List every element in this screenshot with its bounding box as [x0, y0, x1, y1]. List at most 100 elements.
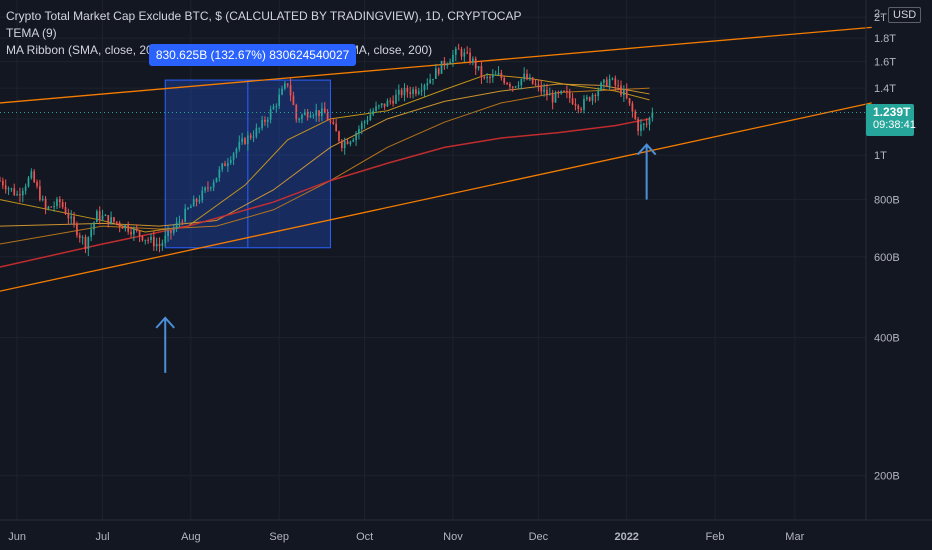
candle-body: [93, 222, 95, 230]
candle-body: [443, 60, 446, 66]
candle-body: [588, 97, 591, 101]
candle-body: [554, 92, 557, 103]
candle-body: [127, 224, 130, 232]
candle-body: [24, 186, 27, 191]
candle-body: [115, 221, 118, 223]
candle-body: [318, 110, 320, 116]
candle-body: [16, 194, 18, 196]
candle-body: [383, 103, 386, 107]
candle-body: [560, 90, 563, 94]
x-tick-label: Jul: [96, 531, 110, 543]
candle-body: [121, 226, 124, 229]
candle-body: [600, 82, 602, 91]
candle-body: [184, 208, 187, 222]
candle-body: [0, 180, 1, 182]
candle-body: [144, 239, 147, 241]
y-tick-label: 600B: [874, 252, 900, 264]
candle-body: [238, 142, 241, 149]
candle-body: [124, 224, 127, 229]
candle-body: [642, 123, 645, 125]
candle-body: [76, 223, 78, 236]
candle-body: [523, 73, 526, 80]
candle-body: [571, 98, 574, 104]
candle-body: [301, 114, 303, 120]
candle-body: [209, 187, 212, 189]
candle-body: [246, 135, 249, 144]
candle-body: [118, 222, 121, 227]
candle-body: [491, 74, 494, 78]
candle-body: [603, 79, 605, 83]
candle-body: [286, 83, 289, 86]
candle-body: [255, 128, 258, 137]
candle-body: [309, 115, 312, 118]
candle-body: [563, 90, 565, 92]
candle-body: [232, 153, 235, 160]
candle-body: [343, 141, 346, 149]
candle-body: [275, 105, 278, 107]
candle-body: [395, 94, 397, 104]
candle-body: [44, 198, 47, 209]
candle-body: [87, 236, 90, 249]
candle-body: [338, 131, 340, 141]
candle-body: [372, 110, 375, 115]
candle-body: [198, 200, 201, 202]
range-measure-box[interactable]: [164, 79, 331, 249]
y-tick-label: 400B: [874, 333, 900, 345]
x-tick-label: Feb: [706, 531, 725, 543]
range-measure-label: 830.625B (132.67%) 830624540027: [148, 44, 357, 67]
candle-body: [457, 48, 460, 50]
candle-body: [349, 141, 352, 144]
y-tick-label: 1.4T: [874, 83, 896, 95]
arrow-head: [636, 143, 657, 156]
candle-body: [278, 94, 281, 106]
candle-body: [201, 190, 204, 201]
candle-body: [500, 72, 503, 78]
candle-body: [540, 85, 543, 92]
candle-body: [551, 94, 554, 103]
candle-body: [215, 177, 218, 183]
candle-body: [133, 228, 135, 235]
candle-body: [437, 68, 440, 74]
candle-body: [7, 188, 10, 190]
candle-body: [4, 185, 7, 190]
candle-body: [366, 120, 369, 122]
candle-body: [412, 89, 414, 95]
currency-button[interactable]: USD: [888, 7, 922, 23]
candle-body: [19, 194, 21, 196]
candle-body: [56, 199, 58, 207]
candle-body: [511, 86, 514, 88]
channel-line-lower: [0, 102, 872, 292]
candle-body: [397, 89, 400, 95]
candle-body: [648, 117, 651, 125]
candle-body: [543, 89, 545, 92]
annotation-arrows[interactable]: [155, 143, 657, 373]
x-tick-label: Jun: [8, 531, 26, 543]
y-tick-label: 2T: [874, 12, 887, 24]
candle-body: [497, 72, 500, 75]
candle-body: [312, 115, 315, 117]
candle-body: [138, 230, 141, 236]
symbol-title[interactable]: Crypto Total Market Cap Exclude BTC, $ (…: [6, 9, 522, 23]
candle-body: [187, 208, 189, 210]
candle-body: [363, 121, 366, 124]
candle-body: [264, 120, 266, 122]
candle-body: [113, 217, 115, 222]
candle-body: [449, 61, 451, 65]
time-axis[interactable]: Jun Jul Aug Sep Oct Nov Dec 2022 Feb Mar: [8, 531, 804, 543]
x-tick-label: Sep: [269, 531, 289, 543]
candle-body: [474, 58, 477, 69]
candle-body: [218, 169, 221, 178]
candle-body: [67, 214, 70, 219]
tema-indicator-label[interactable]: TEMA (9): [6, 26, 57, 40]
candle-body: [96, 211, 98, 223]
candle-body: [281, 88, 283, 95]
candle-body: [78, 235, 81, 238]
candle-body: [241, 138, 243, 143]
candle-body: [548, 94, 551, 96]
x-tick-label: Nov: [443, 531, 463, 543]
candle-body: [651, 112, 654, 118]
gridlines: [0, 0, 866, 520]
candle-body: [483, 76, 486, 78]
candle-body: [389, 100, 392, 102]
